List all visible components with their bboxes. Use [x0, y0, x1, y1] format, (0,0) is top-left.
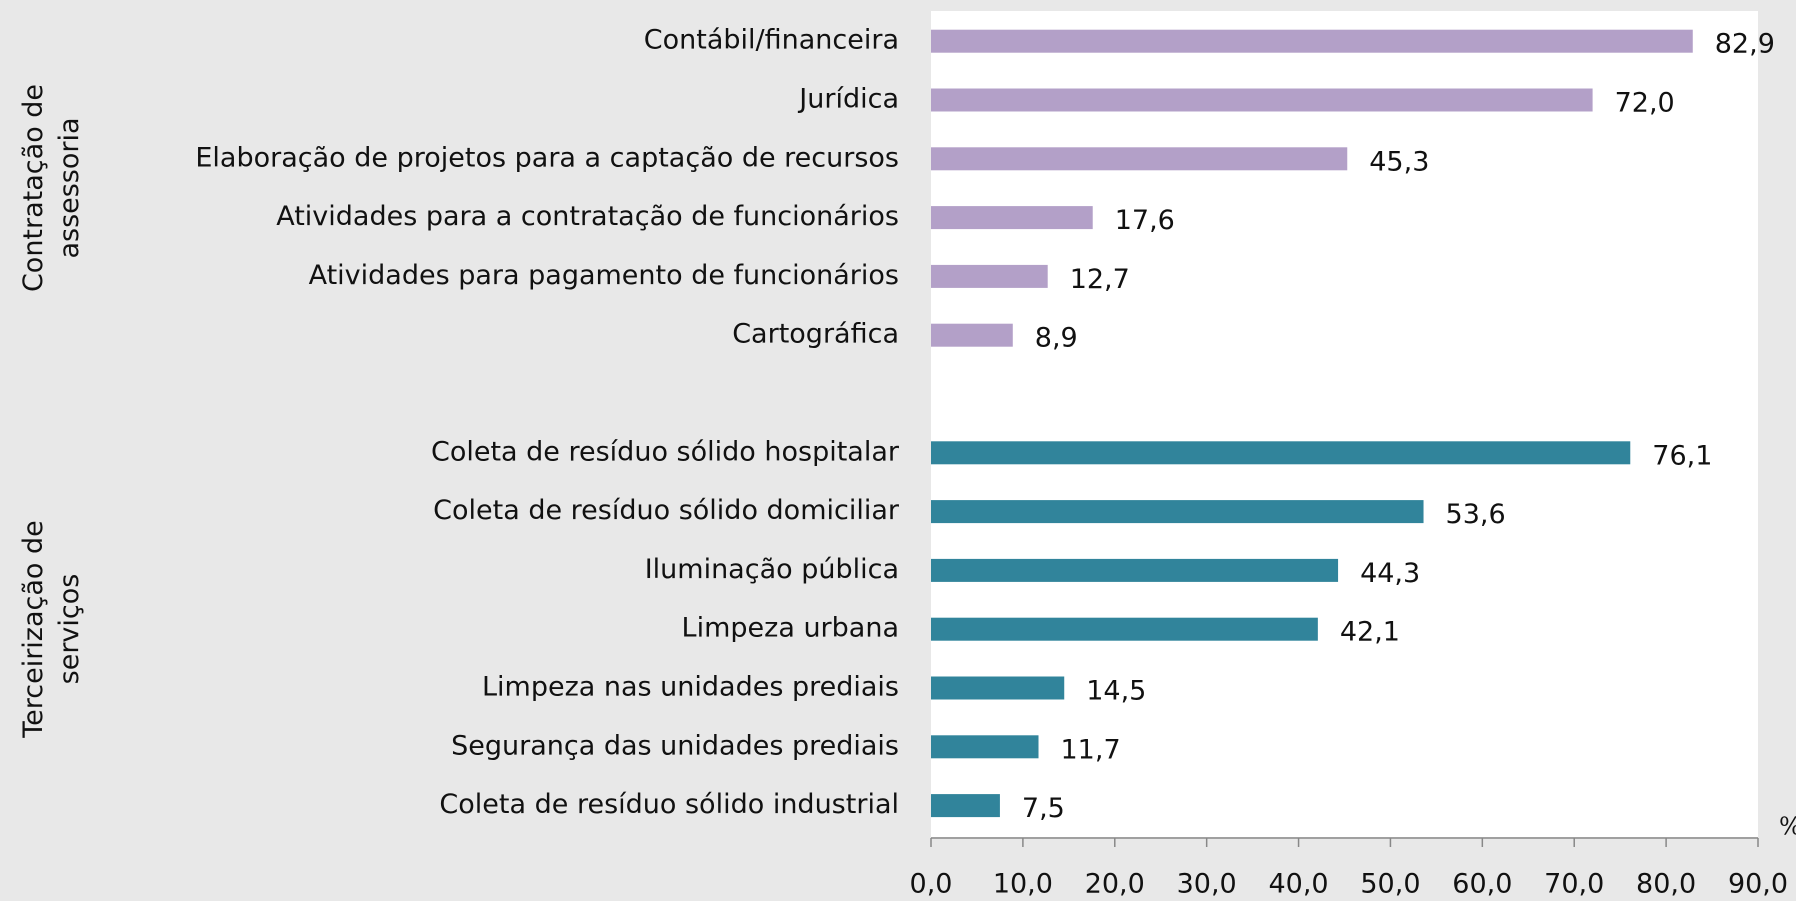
x-tick-label: 80,0: [1636, 869, 1696, 900]
value-label: 82,9: [1715, 29, 1775, 60]
x-tick-label: 30,0: [1177, 869, 1237, 900]
value-label: 11,7: [1061, 734, 1121, 765]
category-label: Jurídica: [797, 84, 899, 115]
bar: [931, 676, 1065, 700]
bar: [931, 323, 1013, 347]
group-label: Contratação de assessoria: [18, 84, 85, 293]
category-label: Limpeza nas unidades prediais: [482, 672, 899, 703]
x-tick-label: 0,0: [910, 869, 953, 900]
value-label: 17,6: [1115, 205, 1175, 236]
bar: [931, 441, 1631, 465]
value-label: 45,3: [1369, 146, 1429, 177]
bar: [931, 206, 1093, 230]
value-label: 44,3: [1360, 558, 1420, 589]
category-label: Coleta de resíduo sólido domiciliar: [433, 495, 900, 526]
value-label: 76,1: [1652, 440, 1712, 471]
plot-area: [931, 11, 1758, 837]
category-label: Limpeza urbana: [682, 613, 899, 644]
x-tick-label: 20,0: [1085, 869, 1145, 900]
value-label: 42,1: [1340, 617, 1400, 648]
bar: [931, 264, 1048, 288]
value-label: 72,0: [1615, 88, 1675, 119]
category-label: Elaboração de projetos para a captação d…: [195, 142, 899, 173]
x-tick-label: 10,0: [993, 869, 1053, 900]
bar: [931, 29, 1693, 53]
x-tick-label: 40,0: [1268, 869, 1328, 900]
x-tick-label: 60,0: [1452, 869, 1512, 900]
x-tick-label: 90,0: [1728, 869, 1788, 900]
value-label: 7,5: [1022, 793, 1065, 824]
group-label: Terceirização de serviços: [18, 520, 85, 738]
category-label: Contábil/financeira: [644, 25, 899, 56]
category-label: Iluminação pública: [645, 554, 899, 585]
category-label: Coleta de resíduo sólido hospitalar: [431, 436, 900, 467]
category-label: Segurança das unidades prediais: [451, 730, 899, 761]
bar: [931, 617, 1318, 641]
value-label: 12,7: [1070, 264, 1130, 295]
value-label: 14,5: [1086, 676, 1146, 707]
bar: [931, 147, 1348, 171]
bar: [931, 735, 1039, 759]
x-tick-label: 70,0: [1544, 869, 1604, 900]
category-label: Cartográfica: [732, 319, 899, 350]
bar: [931, 88, 1593, 112]
bar: [931, 500, 1424, 524]
value-label: 53,6: [1446, 499, 1506, 530]
category-label: Coleta de resíduo sólido industrial: [439, 789, 899, 820]
value-label: 8,9: [1035, 323, 1078, 354]
bar: [931, 794, 1000, 818]
x-tick-label: 50,0: [1360, 869, 1420, 900]
bar: [931, 558, 1339, 582]
unit-label: %: [1779, 813, 1796, 841]
category-label: Atividades para a contratação de funcion…: [276, 201, 899, 232]
category-label: Atividades para pagamento de funcionário…: [309, 260, 899, 291]
